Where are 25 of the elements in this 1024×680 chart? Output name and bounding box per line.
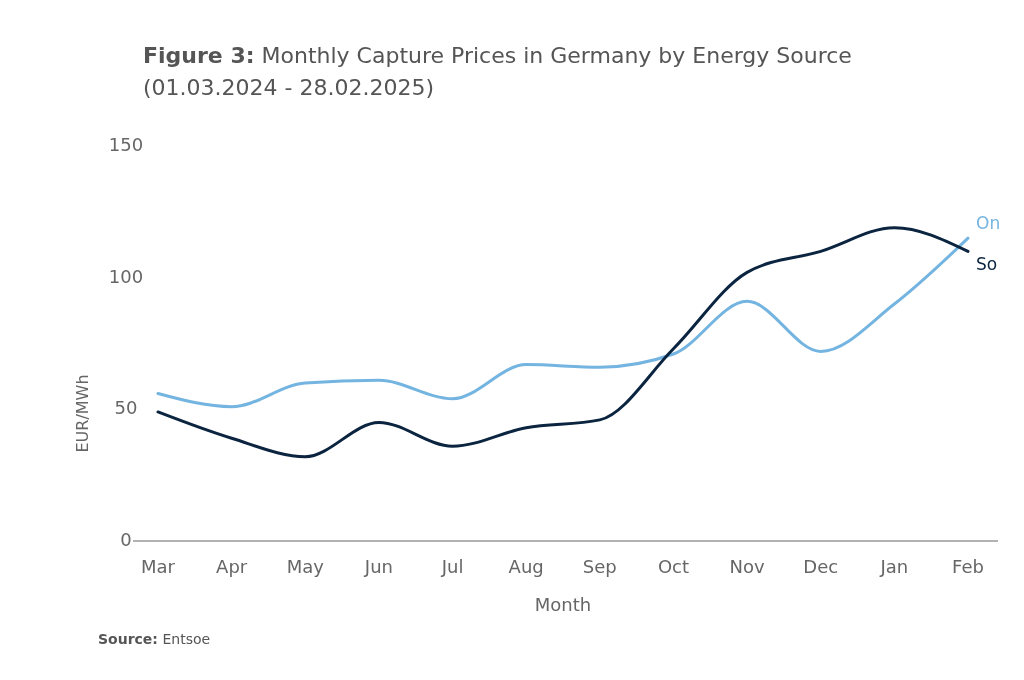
x-tick-label: Aug [508,556,544,577]
x-tick-label: Feb [952,556,984,577]
y-axis-title: EUR/MWh [72,374,92,453]
y-tick-label: 100 [108,265,144,287]
x-tick-label: Nov [729,556,765,577]
y-tick-label: 0 [120,529,132,550]
line-series [156,226,970,459]
series-label: On [976,213,1001,234]
x-tick-label: Oct [657,556,690,577]
line-series [156,236,970,409]
chart-title: Figure 3: Monthly Capture Prices in Germany by Energy Source [143,43,852,68]
x-tick-label: Dec [803,556,839,577]
x-tick-label: May [286,556,325,577]
x-tick-label: Jun [363,556,393,577]
x-tick-label: Jul [440,556,464,577]
x-tick-label: Mar [141,556,176,577]
chart-subtitle: (01.03.2024 - 28.02.2025) [143,75,435,100]
x-tick-label: Jan [879,556,909,577]
x-axis-title: Month [534,594,592,615]
source-note: Source: Entsoe [98,631,211,647]
y-tick-label: 150 [108,134,144,155]
x-tick-label: Sep [582,556,617,577]
y-tick-label: 50 [114,397,138,419]
x-tick-label: Apr [216,556,248,577]
series-label: So [976,254,998,275]
